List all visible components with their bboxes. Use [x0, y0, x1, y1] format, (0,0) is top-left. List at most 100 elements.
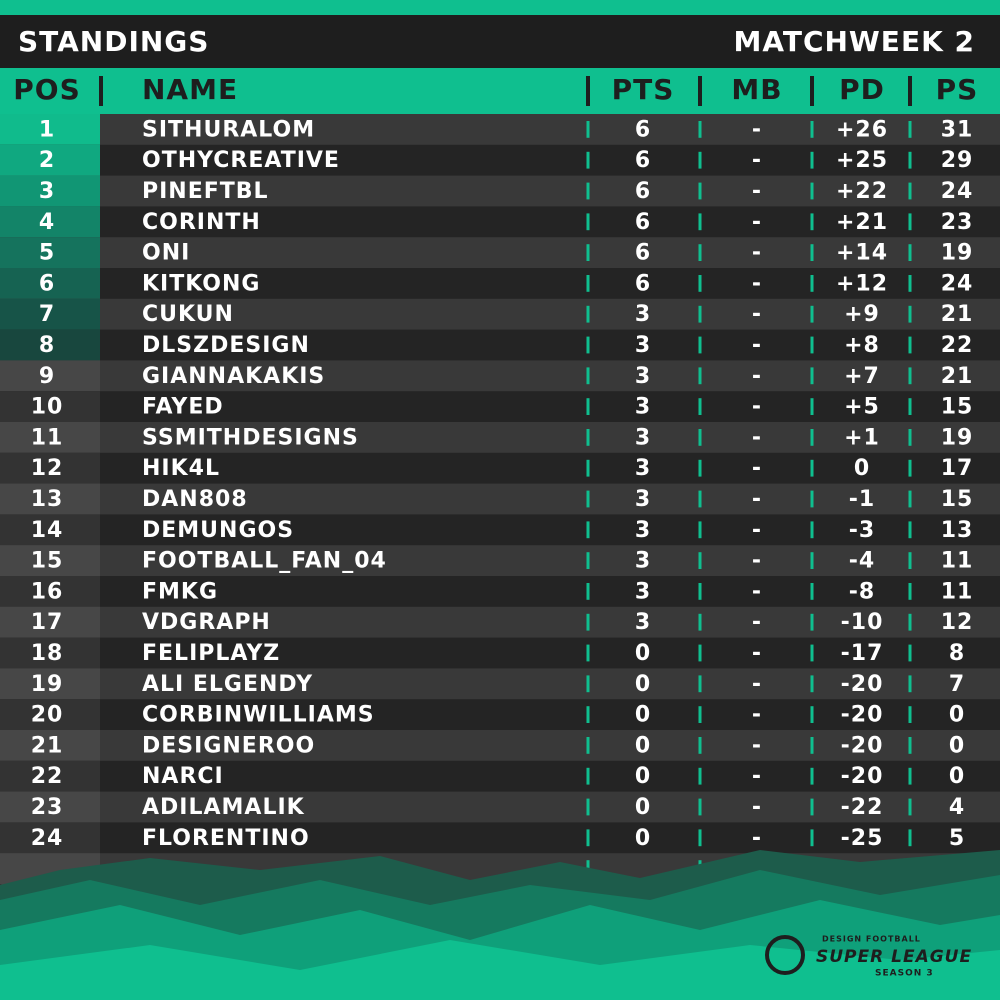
row-separator: [698, 583, 702, 600]
cell: 3: [635, 487, 651, 512]
row-separator: [810, 767, 814, 785]
row-separator: [908, 213, 912, 231]
matchweek: MATCHWEEK 2: [733, 25, 975, 58]
cell: 7: [949, 672, 965, 697]
cell: 3: [635, 395, 651, 420]
row-background: [0, 514, 1000, 546]
cell: 24: [31, 826, 64, 851]
row-background: [0, 422, 1000, 454]
pos-cell: [0, 730, 100, 762]
row-background: [0, 391, 1000, 423]
team-name: CUKUN: [142, 302, 234, 327]
cell: 19: [941, 425, 974, 450]
row-separator: [810, 151, 814, 169]
row-separator: [586, 675, 590, 693]
cell: 0: [949, 764, 965, 789]
row-separator: [908, 521, 912, 539]
team-name: KITKONG: [142, 271, 260, 296]
row-separator: [698, 490, 702, 508]
header-separator: [810, 76, 814, 106]
cell: 15: [941, 395, 974, 420]
pos-cell: [0, 606, 100, 639]
pos-cell: [0, 329, 100, 361]
cell: 3: [635, 302, 651, 327]
row-separator: [698, 182, 702, 200]
row-separator: [586, 244, 590, 261]
cell: 8: [949, 641, 965, 666]
row-background: [0, 483, 1000, 515]
cell: 14: [31, 518, 64, 543]
cell: -4: [849, 549, 875, 574]
cell: -: [752, 610, 762, 635]
team-name: SSMITHDESIGNS: [142, 425, 359, 450]
cell: 6: [635, 148, 651, 173]
row-separator: [908, 459, 912, 477]
cell: -: [752, 826, 762, 851]
team-name: ALI ELGENDY: [142, 672, 313, 697]
row-separator: [810, 121, 814, 138]
row-separator: [908, 305, 912, 323]
cell: -22: [841, 795, 884, 820]
cell: 0: [635, 733, 651, 758]
row-background: [0, 114, 1000, 146]
row-separator: [586, 305, 590, 323]
cell: 5: [949, 826, 965, 851]
row-background: [0, 360, 1000, 392]
row-background: [0, 237, 1000, 269]
cell: 7: [39, 302, 55, 327]
row-separator: [810, 305, 814, 323]
cell: +21: [836, 210, 888, 235]
cell: 16: [31, 579, 64, 604]
cell: 21: [941, 364, 974, 389]
team-name: OTHYCREATIVE: [142, 148, 340, 173]
row-separator: [908, 429, 912, 446]
team-name: ONI: [142, 241, 190, 266]
row-background: [0, 730, 1000, 762]
row-separator: [698, 367, 702, 385]
row-separator: [698, 644, 702, 662]
row-separator: [586, 798, 590, 816]
cell: 3: [635, 579, 651, 604]
cell: 6: [635, 271, 651, 296]
row-separator: [698, 244, 702, 261]
cell: 20: [31, 703, 64, 728]
cell: -20: [841, 703, 884, 728]
cell: +25: [836, 148, 888, 173]
pos-cell: [0, 391, 100, 423]
row-separator: [586, 706, 590, 723]
cell: -: [752, 795, 762, 820]
cell: 24: [941, 179, 974, 204]
pos-cell: [0, 114, 100, 146]
cell: +1: [844, 425, 880, 450]
pos-cell: [0, 791, 100, 823]
cell: -: [752, 302, 762, 327]
row-separator: [698, 829, 702, 847]
row-separator: [908, 644, 912, 662]
row-separator: [810, 737, 814, 754]
pos-cell: [0, 237, 100, 269]
cell: 0: [949, 703, 965, 728]
pos-cell: [0, 637, 100, 669]
column-header-bar: [0, 68, 1000, 114]
cell: 4: [949, 795, 965, 820]
row-separator: [586, 613, 590, 631]
row-separator: [586, 275, 590, 292]
team-name: NARCI: [142, 764, 224, 789]
row-background: [0, 668, 1000, 700]
cell: 0: [635, 826, 651, 851]
cell: -1: [849, 487, 875, 512]
cell: -: [752, 241, 762, 266]
row-separator: [698, 706, 702, 723]
cell: -: [752, 395, 762, 420]
team-name: HIK4L: [142, 456, 220, 481]
team-name: DESIGNEROO: [142, 733, 315, 758]
row-separator: [810, 490, 814, 508]
cell: 3: [635, 364, 651, 389]
row-separator: [810, 429, 814, 446]
row-separator: [586, 552, 590, 569]
mountains: [0, 850, 1000, 1000]
cell: 8: [39, 333, 55, 358]
row-separator: [908, 798, 912, 816]
row-separator: [698, 675, 702, 693]
